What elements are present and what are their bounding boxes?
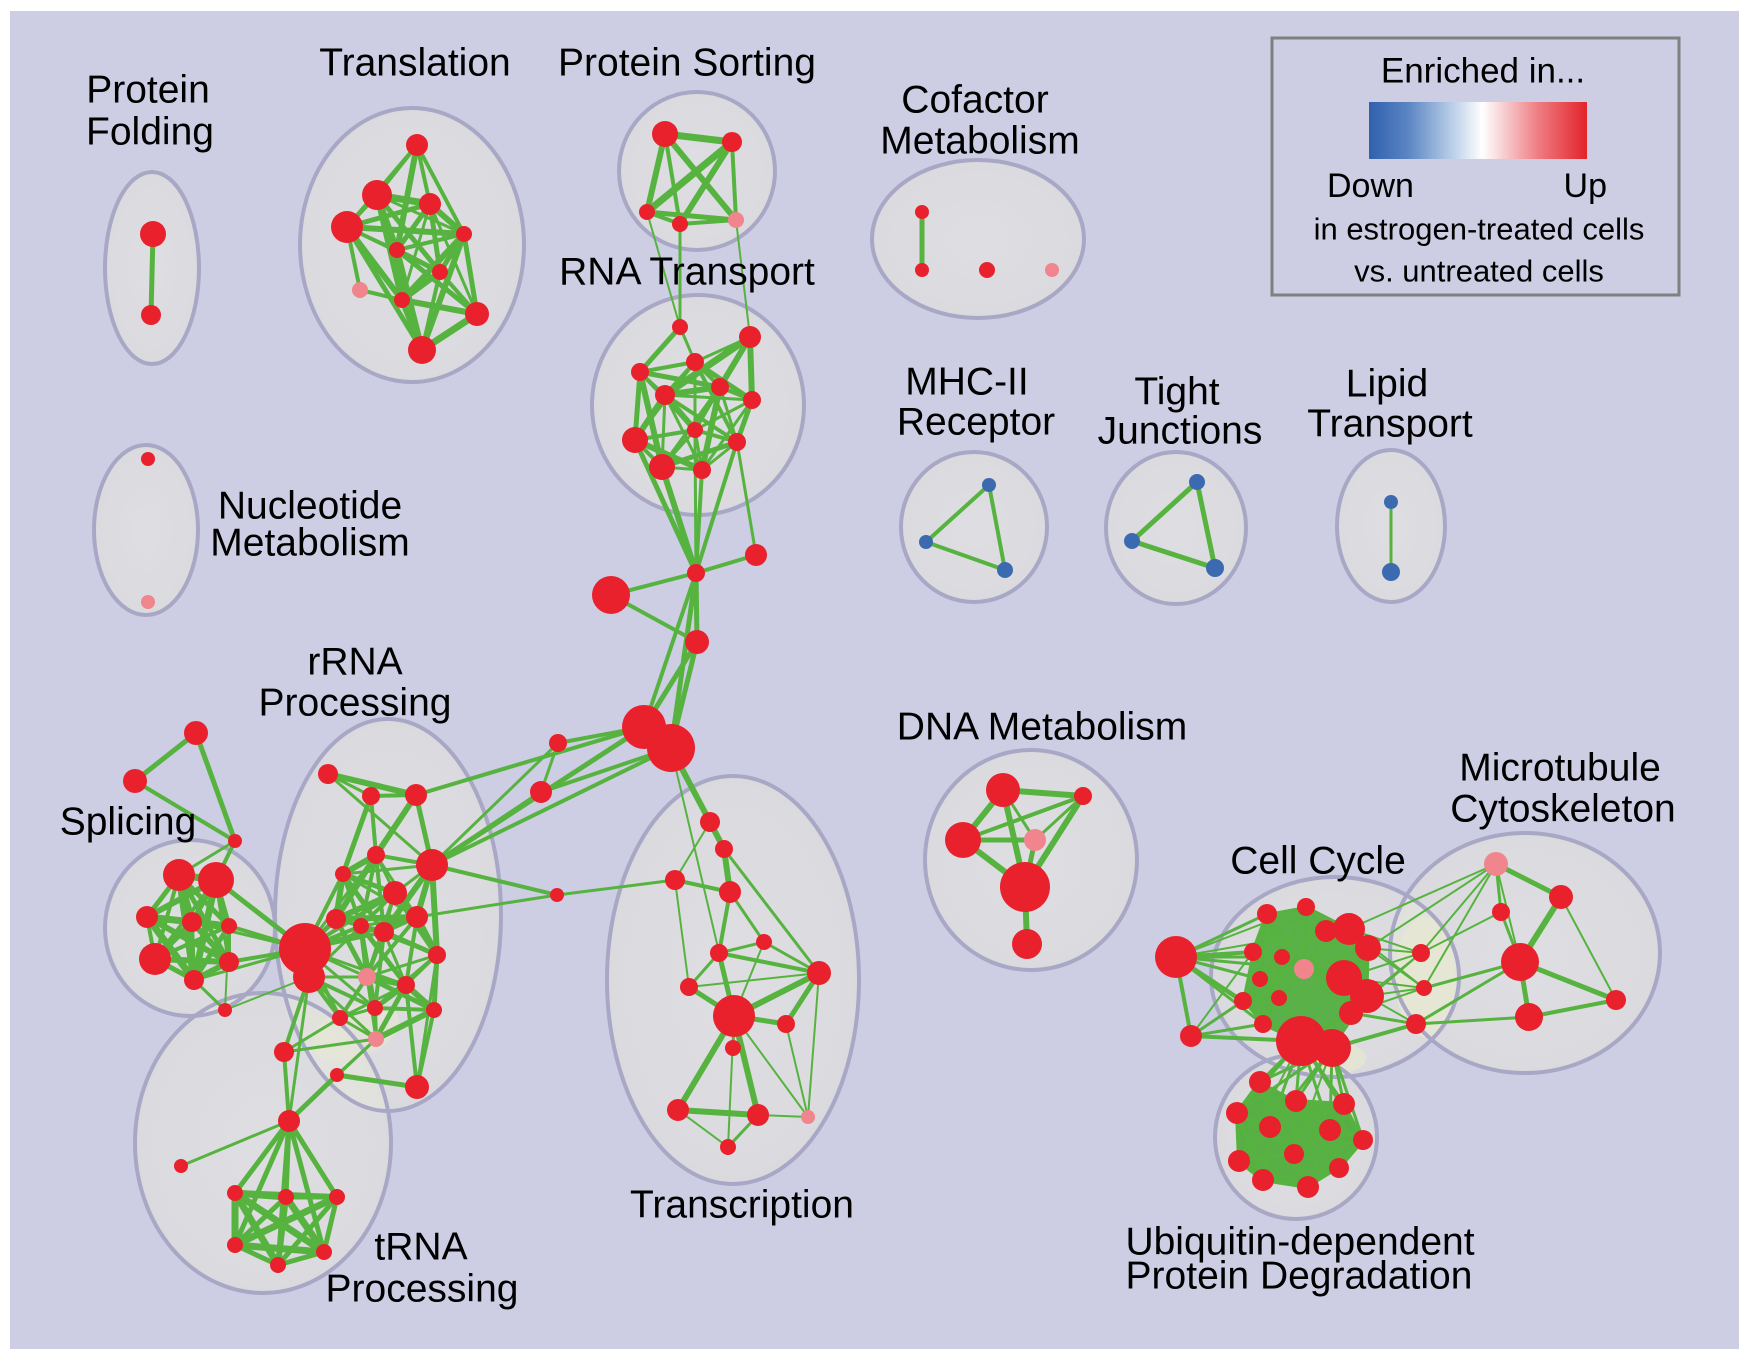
svg-text:DNA Metabolism: DNA Metabolism — [897, 706, 1187, 749]
svg-text:Processing: Processing — [326, 1268, 519, 1311]
svg-text:Transport: Transport — [1307, 403, 1473, 446]
svg-text:Lipid: Lipid — [1346, 363, 1428, 406]
svg-text:Protein: Protein — [86, 69, 210, 112]
svg-text:Ubiquitin-dependent: Ubiquitin-dependent — [1125, 1221, 1474, 1264]
svg-text:Transcription: Transcription — [630, 1184, 854, 1227]
svg-text:Translation: Translation — [319, 42, 510, 85]
svg-text:Cofactor: Cofactor — [901, 79, 1048, 122]
svg-text:Folding: Folding — [86, 111, 214, 154]
svg-text:Splicing: Splicing — [60, 801, 197, 844]
svg-text:vs. untreated cells: vs. untreated cells — [1354, 254, 1604, 289]
svg-text:Microtubule: Microtubule — [1459, 747, 1661, 790]
svg-text:Junctions: Junctions — [1098, 410, 1263, 453]
svg-text:Protein Sorting: Protein Sorting — [558, 42, 816, 85]
svg-text:RNA Transport: RNA Transport — [559, 251, 815, 294]
svg-text:Enriched in...: Enriched in... — [1381, 52, 1585, 91]
svg-text:MHC-II: MHC-II — [905, 361, 1028, 404]
svg-text:Metabolism: Metabolism — [880, 120, 1079, 163]
svg-text:tRNA: tRNA — [374, 1226, 467, 1269]
svg-text:rRNA: rRNA — [307, 641, 402, 684]
svg-text:Cell Cycle: Cell Cycle — [1230, 840, 1406, 883]
svg-text:Nucleotide: Nucleotide — [218, 485, 402, 528]
svg-text:Protein Degradation: Protein Degradation — [1126, 1255, 1473, 1298]
svg-text:Cytoskeleton: Cytoskeleton — [1450, 788, 1675, 831]
svg-text:Down: Down — [1327, 167, 1414, 205]
svg-text:Tight: Tight — [1134, 371, 1219, 414]
svg-text:Receptor: Receptor — [897, 401, 1055, 444]
svg-text:Up: Up — [1564, 167, 1607, 205]
svg-text:Metabolism: Metabolism — [210, 522, 409, 565]
svg-text:in estrogen-treated cells: in estrogen-treated cells — [1314, 212, 1645, 247]
svg-text:Processing: Processing — [259, 682, 452, 725]
